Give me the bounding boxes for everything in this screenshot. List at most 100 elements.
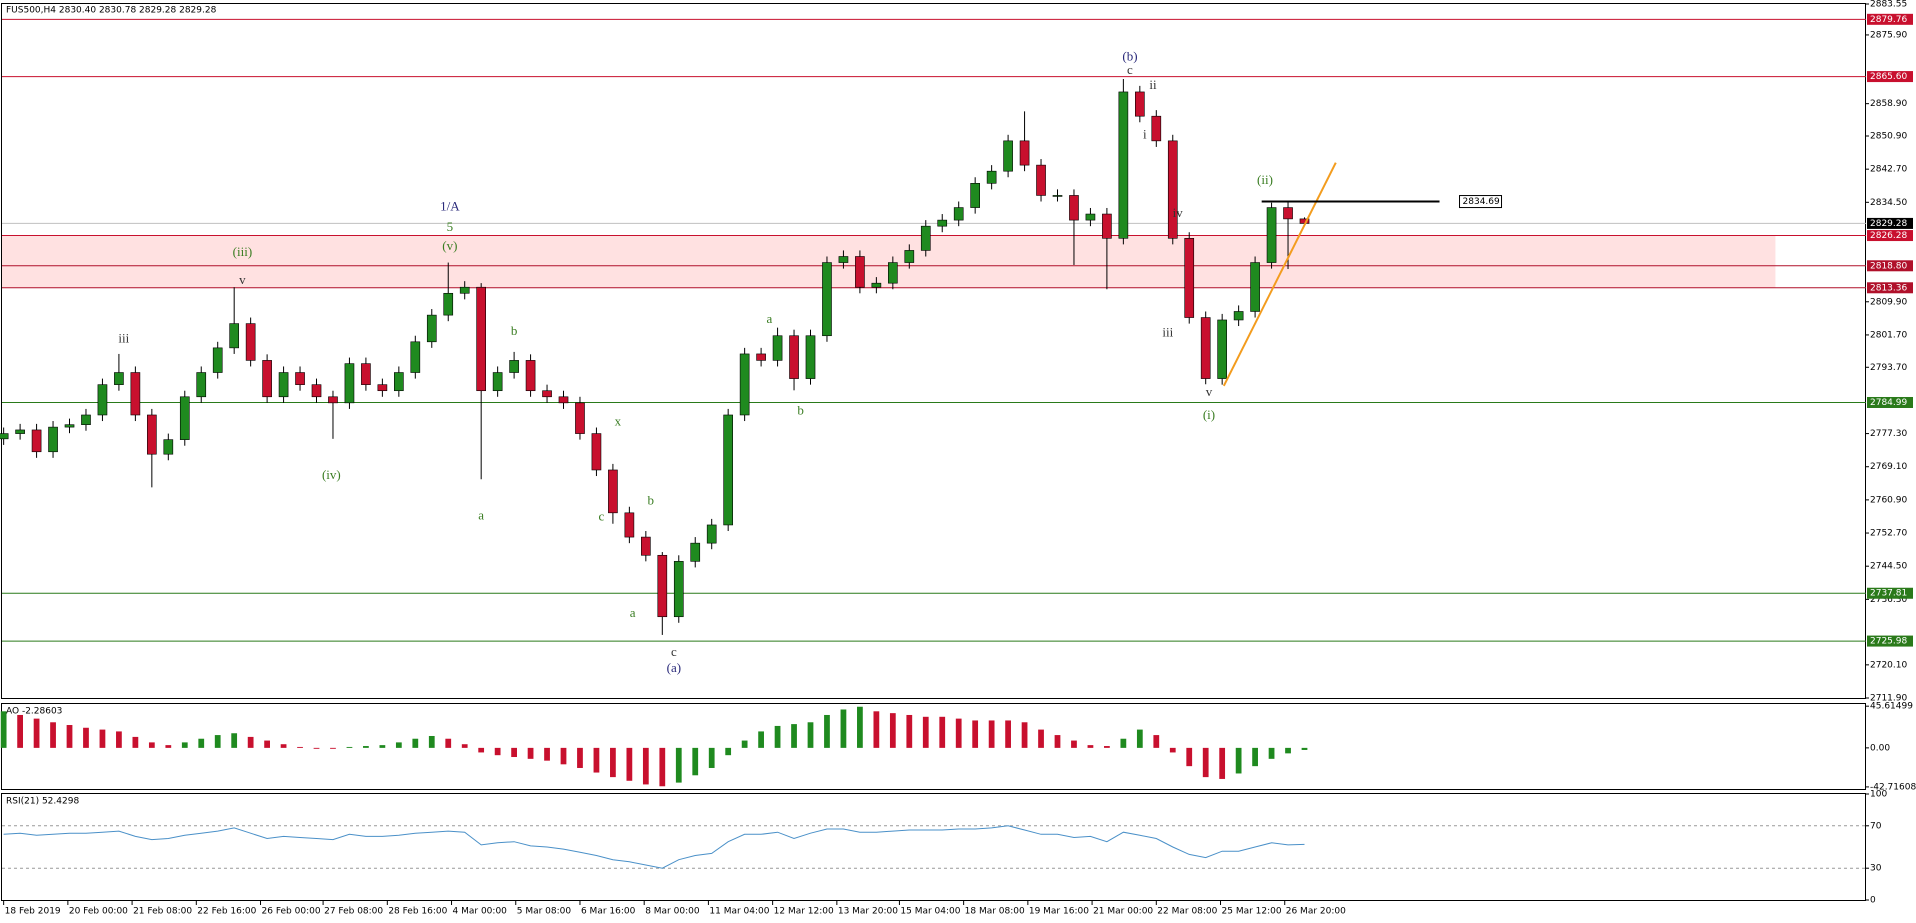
- candle-body: [723, 414, 733, 526]
- ao-bar: [1005, 720, 1011, 748]
- ao-bar: [1038, 729, 1044, 748]
- candle-body: [575, 402, 585, 434]
- ao-bar: [280, 744, 287, 748]
- ao-bar: [17, 714, 23, 748]
- ao-bar: [1153, 735, 1160, 748]
- y-tick-label: 2752.70: [1870, 529, 1907, 539]
- wave-label: i: [1143, 127, 1147, 142]
- y-tick-label: 2720.10: [1870, 660, 1907, 670]
- y-tick-label: 2850.90: [1870, 132, 1907, 142]
- wave-label: iv: [1173, 205, 1184, 220]
- candle-body: [377, 384, 388, 392]
- y-tick-label: 2842.70: [1870, 165, 1907, 175]
- wave-label: 1/A: [440, 199, 460, 214]
- y-tick-label: 2736.30: [1870, 595, 1907, 605]
- y-tick-label: 2875.90: [1870, 30, 1907, 40]
- trend-line: [1222, 162, 1337, 387]
- wave-label: iii: [118, 330, 129, 345]
- ao-title: AO -2.28603: [6, 707, 62, 717]
- ao-bar: [50, 722, 56, 748]
- y-tick-label: 2883.55: [1870, 0, 1907, 10]
- wave-label: ii: [1149, 77, 1157, 92]
- x-tick-label: 26 Mar 20:00: [1286, 907, 1346, 917]
- candle-body: [1167, 140, 1178, 239]
- x-tick-label: 25 Mar 12:00: [1222, 907, 1282, 917]
- ao-bar: [708, 747, 715, 768]
- ao-bar: [840, 709, 847, 748]
- level-label-box: [1867, 282, 1913, 294]
- ao-bar: [610, 747, 616, 778]
- level-label: 2865.60: [1870, 72, 1907, 82]
- wave-label: (v): [442, 238, 457, 253]
- x-tick-label: 21 Feb 08:00: [133, 907, 192, 917]
- candle-body: [245, 323, 256, 361]
- candle-body: [624, 512, 635, 538]
- y-tick-label: 2809.90: [1870, 297, 1907, 307]
- wave-label: v: [239, 272, 246, 287]
- level-label-box: [1867, 230, 1913, 242]
- candle-body: [147, 414, 157, 455]
- candle-body: [772, 335, 783, 361]
- candle-body: [163, 439, 174, 455]
- wave-label: c: [671, 644, 677, 659]
- x-tick-label: 19 Mar 16:00: [1029, 907, 1089, 917]
- ao-bar: [626, 747, 633, 781]
- x-tick-label: 12 Mar 12:00: [774, 907, 834, 917]
- candle-body: [311, 384, 322, 398]
- ao-bar: [247, 736, 254, 748]
- x-tick-label: 15 Mar 04:00: [900, 907, 960, 917]
- candle-body: [1200, 317, 1211, 379]
- y-tick-label: 2858.90: [1870, 99, 1907, 109]
- level-label-box: [1867, 396, 1913, 408]
- candle-body: [673, 561, 684, 618]
- ao-bar: [675, 747, 682, 783]
- y-tick-label: 2769.10: [1870, 462, 1907, 472]
- ao-bar: [758, 731, 764, 748]
- ao-bar: [231, 733, 238, 748]
- ao-bar: [692, 747, 699, 776]
- ao-bar: [1252, 747, 1258, 767]
- candle-body: [822, 262, 832, 337]
- candle-body: [1283, 207, 1293, 220]
- ao-bar: [1219, 747, 1226, 779]
- level-label: 2725.98: [1870, 637, 1907, 647]
- ao-bar: [165, 745, 172, 748]
- candle-body: [591, 433, 602, 471]
- ao-bar: [1235, 747, 1242, 774]
- candle-body: [476, 286, 487, 392]
- level-label-box: [1867, 260, 1913, 272]
- x-tick-label: 20 Feb 00:00: [69, 907, 128, 917]
- level-label: 2818.80: [1870, 261, 1907, 271]
- candle-body: [1217, 319, 1227, 379]
- ao-bar: [412, 738, 419, 748]
- price-label-box: [1459, 195, 1503, 209]
- chart-title: FUS500,H4 2830.40 2830.78 2829.28 2829.2…: [6, 6, 217, 16]
- candle-body: [1250, 262, 1260, 312]
- candle-body: [641, 536, 651, 556]
- candle-body: [262, 360, 272, 398]
- candle-body: [1019, 140, 1030, 166]
- x-tick-label: 22 Mar 08:00: [1157, 907, 1217, 917]
- candle-body: [1052, 195, 1063, 197]
- level-label-box: [1867, 635, 1913, 647]
- candle-body: [492, 372, 503, 392]
- level-label: 2784.99: [1870, 398, 1907, 408]
- ao-bar: [297, 746, 303, 748]
- candle-body: [0, 433, 9, 440]
- ao-bar: [725, 747, 732, 756]
- level-label: 2813.36: [1870, 283, 1907, 293]
- ao-bar: [330, 747, 336, 749]
- rsi-title: RSI(21) 52.4298: [6, 797, 79, 807]
- ao-bar: [445, 738, 452, 748]
- ao-bar: [774, 725, 781, 748]
- ao-bar: [1104, 746, 1110, 748]
- ao-bar: [395, 742, 402, 748]
- x-tick-label: 28 Feb 16:00: [388, 907, 447, 917]
- candle-body: [789, 335, 799, 379]
- bid-label-box: [1867, 217, 1913, 229]
- ao-bar: [560, 747, 567, 765]
- ao-bar: [494, 747, 501, 756]
- ao-bar: [198, 738, 205, 748]
- candle-body: [1085, 213, 1096, 221]
- ao-bar: [379, 745, 386, 748]
